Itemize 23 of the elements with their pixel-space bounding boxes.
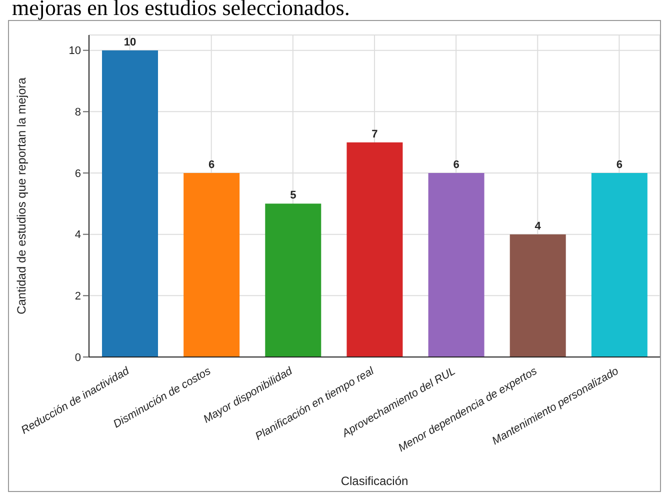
x-axis-title: Clasificación <box>340 474 408 488</box>
y-tick-label: 2 <box>74 290 81 303</box>
data-label: 7 <box>372 128 378 140</box>
y-axis-title: Cantidad de estudios que reportan la mejora <box>14 77 28 314</box>
data-label: 6 <box>208 159 215 171</box>
bar <box>265 204 322 357</box>
y-tick-label: 8 <box>74 106 81 119</box>
data-label: 5 <box>290 190 296 202</box>
bar <box>184 173 240 357</box>
data-label: 6 <box>453 159 460 171</box>
bar <box>102 50 158 357</box>
y-tick-label: 0 <box>74 352 81 364</box>
chart-title: mejoras en los estudios seleccionados. <box>12 0 350 20</box>
y-tick-label: 4 <box>74 229 81 242</box>
bar <box>510 234 566 357</box>
bar <box>591 173 648 357</box>
data-label: 10 <box>124 36 136 48</box>
y-tick-label: 10 <box>68 45 81 58</box>
y-tick-label: 6 <box>74 168 81 180</box>
data-label: 6 <box>616 159 622 171</box>
data-label: 4 <box>534 220 542 232</box>
bar <box>346 142 403 357</box>
bar <box>428 173 484 357</box>
